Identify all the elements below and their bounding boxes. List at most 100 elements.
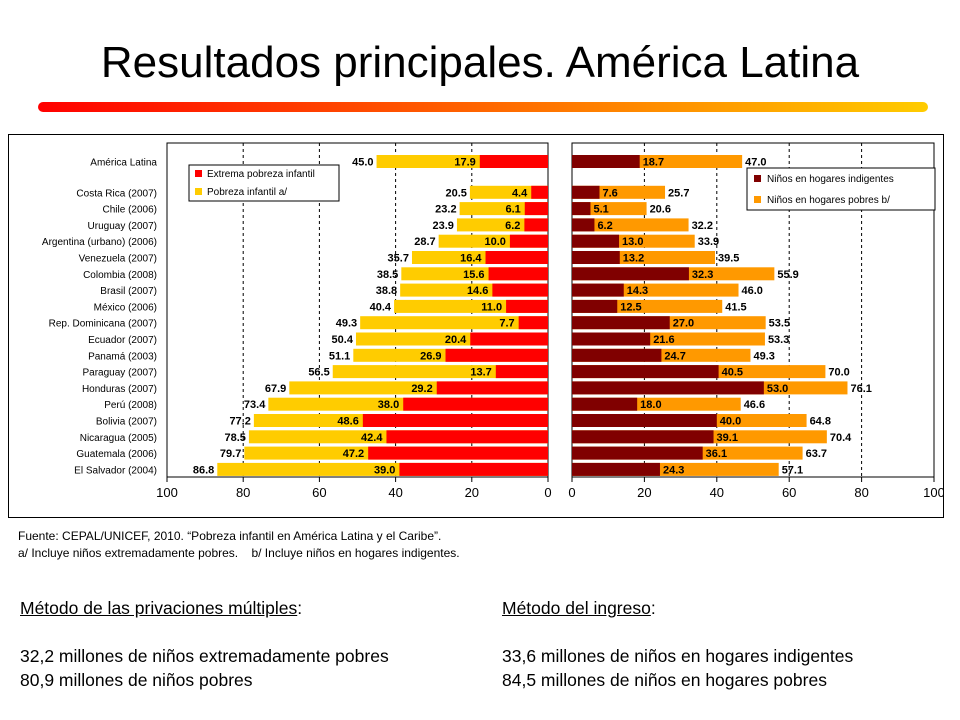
right-data-label-poor: 39.5	[718, 253, 739, 265]
left-bar-poverty	[469, 185, 548, 199]
right-bar-indigent	[572, 155, 640, 168]
left-x-tick-label: 0	[544, 485, 551, 500]
source-line: Fuente: CEPAL/UNICEF, 2010. “Pobreza inf…	[18, 529, 442, 543]
category-label: América Latina	[90, 158, 157, 169]
notes-line: a/ Incluye niños extremadamente pobres. …	[18, 545, 460, 562]
left-x-tick-label: 40	[388, 485, 402, 500]
left-bar-extreme	[386, 430, 548, 444]
left-data-label-poverty: 73.4	[244, 399, 266, 411]
right-bar-indigent	[572, 185, 600, 199]
right-bar-indigent	[572, 414, 717, 427]
right-bar-indigent	[572, 283, 624, 297]
category-label: Panamá (2003)	[88, 351, 157, 362]
method-line: 32,2 millones de niños extremadamente po…	[20, 646, 389, 666]
right-bar-indigent	[572, 218, 595, 232]
left-x-tick-label: 60	[312, 485, 326, 500]
right-data-label-poor: 25.7	[668, 187, 689, 199]
left-data-label-extreme: 17.9	[454, 157, 475, 169]
left-data-label-poverty: 45.0	[352, 157, 373, 169]
left-bar-extreme	[403, 397, 548, 411]
right-data-label-poor: 63.7	[806, 448, 827, 460]
right-data-label-indigent: 24.7	[664, 350, 685, 362]
right-data-label-indigent: 32.3	[692, 269, 713, 281]
right-x-tick-label: 40	[710, 485, 724, 500]
right-data-label-indigent: 14.3	[627, 285, 648, 297]
right-bar-indigent	[572, 251, 620, 264]
left-legend-label-extreme: Extrema pobreza infantil	[207, 169, 315, 180]
left-data-label-poverty: 51.1	[329, 350, 350, 362]
title-underline	[38, 102, 928, 112]
right-data-label-poor: 47.0	[745, 157, 766, 169]
right-bar-indigent	[572, 202, 591, 216]
left-bar-extreme	[531, 185, 548, 199]
right-data-label-indigent: 6.2	[597, 220, 612, 232]
left-data-label-extreme: 16.4	[460, 253, 482, 265]
left-data-label-poverty: 49.3	[336, 318, 357, 330]
right-x-tick-label: 20	[637, 485, 651, 500]
right-x-tick-label: 100	[923, 485, 943, 500]
left-bar-extreme	[518, 316, 548, 330]
left-legend-box	[188, 164, 340, 202]
poverty-charts: 100 80 60 40 20 0 América Latina 45.0 17.9 Costa …	[42, 142, 943, 500]
right-data-label-indigent: 53.0	[767, 383, 788, 395]
left-bar-extreme	[495, 365, 548, 379]
right-bar-indigent	[572, 381, 764, 395]
method-income: Método del ingreso: 33,6 millones de niñ…	[502, 598, 854, 690]
right-bar-indigent	[572, 348, 662, 362]
left-data-label-poverty: 38.8	[376, 285, 397, 297]
right-bar-indigent	[572, 316, 670, 330]
left-data-label-extreme: 13.7	[470, 367, 491, 379]
right-bar-indigent	[572, 446, 703, 460]
right-legend-box	[746, 167, 936, 211]
left-bar-extreme	[436, 381, 548, 395]
chart-frame: 100 80 60 40 20 0 América Latina 45.0 17.9 Costa …	[8, 134, 944, 518]
right-legend-swatch-indigent	[754, 175, 761, 182]
right-data-label-poor: 57.1	[782, 464, 803, 476]
left-bar-extreme	[488, 267, 548, 281]
left-bar-extreme	[362, 414, 548, 427]
category-label: Uruguay (2007)	[88, 221, 157, 232]
left-bar-extreme	[524, 202, 548, 216]
category-label: Argentina (urbano) (2006)	[42, 237, 157, 248]
left-bar-extreme	[479, 155, 548, 168]
right-data-label-poor: 55.9	[777, 269, 798, 281]
right-bar-poor	[572, 218, 689, 232]
note-b: b/ Incluye niños en hogares indigentes.	[251, 546, 460, 560]
left-bar-poverty	[360, 316, 548, 330]
left-data-label-poverty: 38.5	[377, 269, 398, 281]
left-data-label-poverty: 67.9	[265, 383, 286, 395]
right-data-label-indigent: 7.6	[603, 187, 618, 199]
right-data-label-poor: 46.0	[742, 285, 763, 297]
method-line: 80,9 millones de niños pobres	[20, 670, 253, 690]
category-label: Nicaragua (2005)	[80, 433, 157, 444]
method-line: 84,5 millones de niños en hogares pobres	[502, 670, 827, 690]
note-a: a/ Incluye niños extremadamente pobres.	[18, 546, 239, 560]
right-data-label-poor: 70.0	[828, 367, 849, 379]
right-data-label-poor: 46.6	[744, 399, 765, 411]
left-data-label-extreme: 11.0	[481, 301, 502, 313]
category-label: Bolivia (2007)	[96, 417, 157, 428]
left-data-label-extreme: 26.9	[420, 350, 441, 362]
left-data-label-extreme: 47.2	[343, 448, 364, 460]
category-label: Venezuela (2007)	[79, 254, 157, 265]
left-data-label-extreme: 6.1	[505, 204, 520, 216]
left-bar-extreme	[470, 332, 548, 346]
left-data-label-extreme: 38.0	[378, 399, 399, 411]
right-data-label-indigent: 27.0	[673, 318, 694, 330]
category-label: México (2006)	[94, 302, 157, 313]
left-data-label-poverty: 35.7	[388, 253, 409, 265]
left-bar-extreme	[492, 283, 548, 297]
right-data-label-indigent: 24.3	[663, 464, 684, 476]
right-data-label-poor: 49.3	[753, 350, 774, 362]
right-data-label-poor: 70.4	[830, 432, 852, 444]
right-bar-indigent	[572, 430, 714, 444]
category-label: Ecuador (2007)	[88, 335, 157, 346]
right-data-label-poor: 76.1	[850, 383, 871, 395]
category-label: Perú (2008)	[104, 400, 157, 411]
right-data-label-poor: 41.5	[725, 301, 746, 313]
method-line: 33,6 millones de niños en hogares indige…	[502, 646, 854, 666]
left-data-label-poverty: 20.5	[445, 187, 466, 199]
right-bar-indigent	[572, 397, 638, 411]
category-label: Rep. Dominicana (2007)	[49, 319, 157, 330]
method-heading: Método del ingreso	[502, 598, 651, 618]
